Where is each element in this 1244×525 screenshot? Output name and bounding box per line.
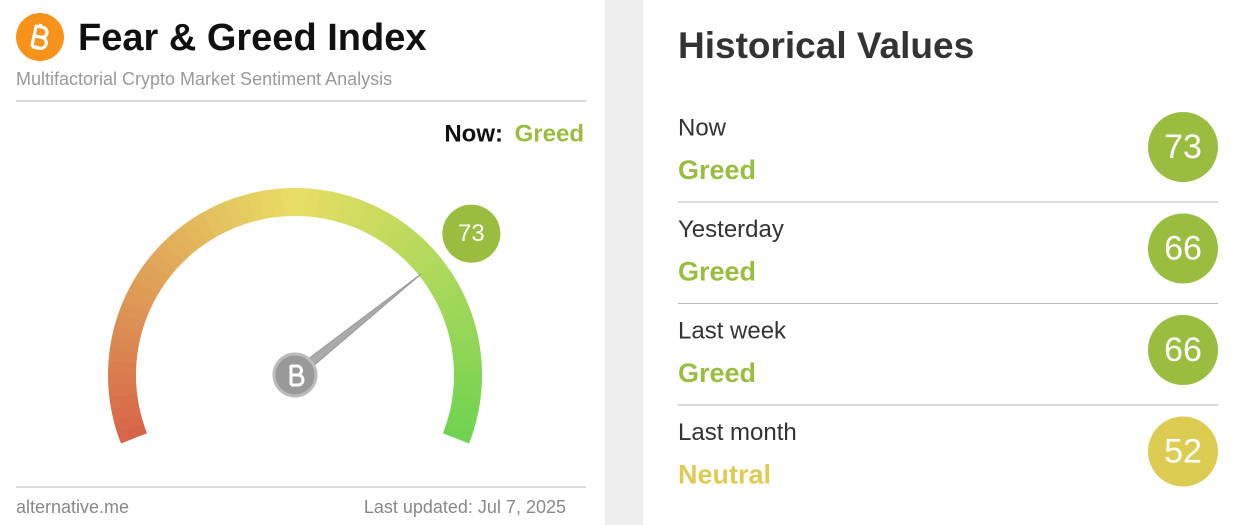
gauge-arc	[451, 393, 481, 409]
gauge-arc	[420, 259, 450, 286]
subtitle: Multifactorial Crypto Market Sentiment A…	[16, 69, 392, 89]
gauge-badge-value: 73	[458, 220, 485, 247]
gauge-arc	[110, 403, 141, 421]
gauge-arc	[436, 290, 468, 313]
gauge-arc	[446, 413, 477, 433]
gauge-arc	[325, 191, 344, 222]
value-text: 52	[1164, 432, 1202, 470]
classification: Greed	[678, 257, 756, 287]
gauge-arc	[182, 218, 208, 249]
gauge-arc	[133, 269, 164, 295]
gauge-arc	[453, 360, 482, 374]
footer-updated: Last updated: Jul 7, 2025	[364, 497, 566, 517]
gauge-arc	[113, 413, 144, 433]
value-text: 66	[1164, 331, 1202, 369]
gauge-arc	[431, 279, 462, 304]
gauge-arc	[364, 206, 388, 238]
value-badge	[1148, 213, 1218, 284]
gauge-arc	[258, 189, 275, 220]
bitcoin-logo	[16, 13, 64, 61]
gauge-arc	[398, 233, 427, 263]
gauge-arc	[448, 324, 478, 343]
hub-icon	[289, 364, 305, 387]
gauge-arc	[441, 301, 472, 323]
classification: Greed	[678, 358, 756, 388]
gauge-badge	[442, 204, 501, 263]
gauge-arc	[108, 360, 137, 373]
gauge-arc	[444, 312, 476, 333]
gauge-arc	[112, 324, 142, 343]
gauge-arc	[270, 188, 286, 218]
now-label: Now:	[444, 120, 503, 147]
value-badge	[1148, 112, 1218, 182]
gutter	[605, 0, 643, 525]
gauge-arc	[406, 241, 435, 270]
value-text: 66	[1164, 229, 1202, 267]
value-text: 73	[1164, 128, 1202, 166]
gauge-arc	[442, 423, 474, 444]
gauge-arc	[212, 201, 235, 233]
title: Fear & Greed Index	[78, 17, 426, 59]
gauge-arc	[108, 347, 138, 363]
gauge-arc	[382, 218, 409, 249]
footer-source: alternative.me	[16, 497, 129, 517]
gauge-arc	[235, 194, 255, 225]
historical-title: Historical Values	[678, 25, 974, 66]
value-badge	[1148, 416, 1218, 487]
value-badge	[1148, 315, 1218, 385]
period: Yesterday	[678, 216, 784, 243]
gauge-arc	[315, 189, 332, 220]
gauge-arc	[373, 212, 399, 243]
gauge-arc	[449, 403, 479, 421]
gauge-arc	[426, 269, 457, 295]
gauge-arc	[224, 197, 245, 228]
gauge-arc	[163, 233, 192, 262]
gauge-arc	[247, 191, 265, 222]
classification: Greed	[678, 155, 756, 185]
classification: Neutral	[678, 460, 771, 490]
gauge-arc	[109, 336, 140, 353]
gauge-arc	[109, 393, 139, 409]
gauge-arc	[335, 194, 355, 225]
gauge-arc	[345, 197, 367, 229]
gauge-arc	[172, 225, 200, 255]
period: Last week	[678, 317, 787, 344]
gauge-arc	[390, 225, 418, 255]
gauge-arc	[355, 201, 378, 233]
gauge-arc	[114, 312, 146, 333]
gauge-arc	[305, 188, 320, 218]
period: Now	[678, 114, 727, 141]
period: Last month	[678, 419, 797, 446]
gauge-arc	[118, 301, 149, 323]
gauge-arc	[140, 259, 170, 286]
historical-list: Now Greed 73 Yesterday Greed 66 Last week Greed…	[678, 112, 1218, 490]
gauge-arc	[413, 250, 443, 278]
gauge-arc	[122, 290, 154, 313]
gauge-arc	[116, 423, 148, 444]
gauge-arc	[147, 250, 177, 278]
gauge: 73	[108, 187, 501, 444]
now-classification: Greed	[515, 120, 584, 147]
gauge-arc	[452, 348, 482, 363]
gauge-arc	[128, 279, 159, 304]
gauge-arc	[155, 241, 184, 270]
gauge-arc	[202, 206, 226, 237]
gauge-arc	[108, 382, 138, 397]
gauge-arc	[191, 212, 217, 243]
gauge-arc	[450, 336, 481, 353]
gauge-arc	[452, 382, 482, 397]
